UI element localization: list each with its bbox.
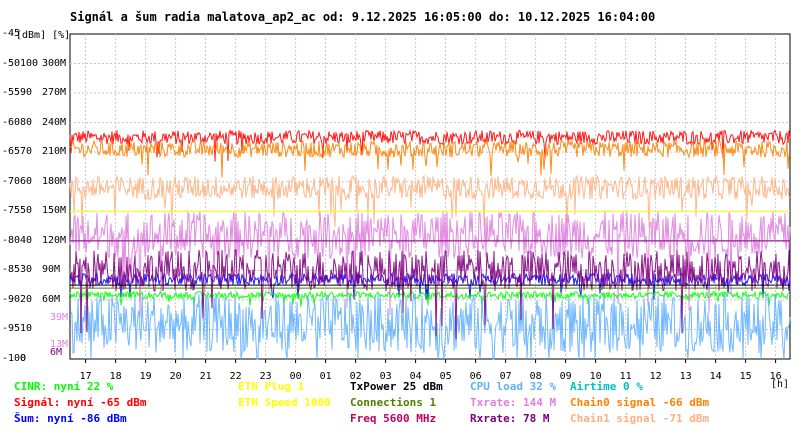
x-tick-label: 12 — [650, 371, 662, 382]
legend-item: Signál: nyní -65 dBm — [14, 396, 147, 409]
legend-item: Connections 1 — [350, 396, 437, 409]
x-tick-label: 17 — [80, 371, 92, 382]
y-axis-rate-label: 180M — [42, 175, 67, 187]
y-axis-pct-label: 0 — [20, 353, 27, 364]
legend-item: TxPower 25 dBm — [350, 380, 443, 393]
y-axis-pct-label: 20 — [20, 293, 33, 305]
x-tick-label: 14 — [710, 371, 722, 382]
series-line-cinr — [69, 289, 791, 307]
x-tick-label: 06 — [470, 371, 482, 382]
x-tick-label: 09 — [560, 371, 572, 382]
y-axis-rate-label: 210M — [42, 146, 67, 158]
x-tick-label: 04 — [410, 371, 422, 382]
series-line-signál — [69, 129, 791, 162]
legend-item: Txrate: 144 M — [470, 396, 557, 409]
y-axis-dbm-label: -45 — [2, 28, 21, 39]
x-tick-label: 15 — [740, 371, 752, 382]
y-axis-pct-label: 10 — [20, 323, 33, 335]
legend-item: Chain1 signal -71 dBm — [570, 412, 710, 425]
legend-item: Airtime 0 % — [570, 380, 643, 393]
y-axis-rate-label: 240M — [42, 116, 67, 128]
y-axis-rate-label: 60M — [42, 293, 61, 305]
y-axis-dbm-label: -95 — [2, 323, 21, 335]
y-axis-pct-label: 30 — [20, 264, 33, 276]
inner-tick-label: 39M — [50, 311, 69, 323]
y-axis-pct-label: 90 — [20, 87, 33, 99]
y-axis-pct-label: 60 — [20, 175, 33, 187]
series-line-chain0-signal — [69, 139, 791, 178]
legend-item: Freq 5600 MHz — [350, 412, 437, 425]
x-tick-label: 00 — [290, 371, 302, 382]
legend-item: Chain0 signal -66 dBm — [570, 396, 710, 409]
x-tick-label: 10 — [590, 371, 602, 382]
x-tick-label: 03 — [380, 371, 392, 382]
x-tick-label: 20 — [170, 371, 182, 382]
series-line-cpu-load — [69, 292, 791, 360]
y-axis-dbm-label: -85 — [2, 264, 21, 276]
legend-item: CINR: nyní 22 % — [14, 380, 114, 393]
x-tick-label: 11 — [620, 371, 632, 382]
y-axis-rate-label: 120M — [42, 234, 67, 246]
y-units-label: [dBm] [%] — [16, 30, 71, 41]
legend-item: ETH Plug 1 — [238, 380, 305, 393]
y-axis-dbm-label: -60 — [2, 116, 21, 128]
inner-tick-label: 6M — [50, 346, 63, 358]
y-axis-dbm-label: -80 — [2, 234, 21, 246]
x-tick-label: 23 — [260, 371, 272, 382]
x-tick-label: 05 — [440, 371, 452, 382]
x-tick-label: 22 — [230, 371, 242, 382]
x-tick-label: 02 — [350, 371, 362, 382]
y-axis-rate-label: 150M — [42, 205, 67, 217]
plot-area — [69, 33, 791, 360]
y-axis-rate-label: 300M — [42, 57, 67, 69]
x-tick-label: 08 — [530, 371, 542, 382]
y-axis-dbm-label: -100 — [2, 353, 27, 364]
y-axis-dbm-label: -55 — [2, 87, 21, 99]
x-tick-label: 18 — [110, 371, 122, 382]
series-line-chain1-signal — [69, 174, 791, 228]
y-axis-rate-label: 270M — [42, 87, 67, 99]
y-axis-rate-label: 90M — [42, 264, 61, 276]
x-tick-label: 16 — [770, 371, 782, 382]
legend-item: Šum: nyní -86 dBm — [14, 412, 127, 425]
series-line-txrate — [69, 210, 791, 318]
x-tick-label: 13 — [680, 371, 692, 382]
series-line-rxrate — [69, 249, 791, 340]
x-tick-label: 19 — [140, 371, 152, 382]
y-axis-dbm-label: -50 — [2, 57, 21, 69]
y-axis-dbm-label: -75 — [2, 205, 21, 217]
chart-title: Signál a šum radia malatova_ap2_ac od: 9… — [70, 10, 656, 24]
y-axis-pct-label: 70 — [20, 146, 33, 158]
x-tick-label: 21 — [200, 371, 212, 382]
x-tick-label: 07 — [500, 371, 512, 382]
y-axis-pct-label: 100 — [20, 57, 39, 69]
y-axis-dbm-label: -65 — [2, 146, 21, 158]
inner-tick-label: 13M — [50, 339, 69, 351]
x-tick-label: 01 — [320, 371, 332, 382]
y-axis-pct-label: 50 — [20, 205, 33, 217]
legend-item: Rxrate: 78 M — [470, 412, 550, 425]
x-unit-label: [h] — [771, 379, 790, 390]
legend-item: ETH Speed 1000 — [238, 396, 331, 409]
legend-item: CPU load 32 % — [470, 380, 557, 393]
y-axis-dbm-label: -70 — [2, 175, 21, 187]
y-axis-pct-label: 40 — [20, 234, 33, 246]
y-axis-dbm-label: -90 — [2, 293, 21, 305]
y-axis-pct-label: 80 — [20, 116, 33, 128]
